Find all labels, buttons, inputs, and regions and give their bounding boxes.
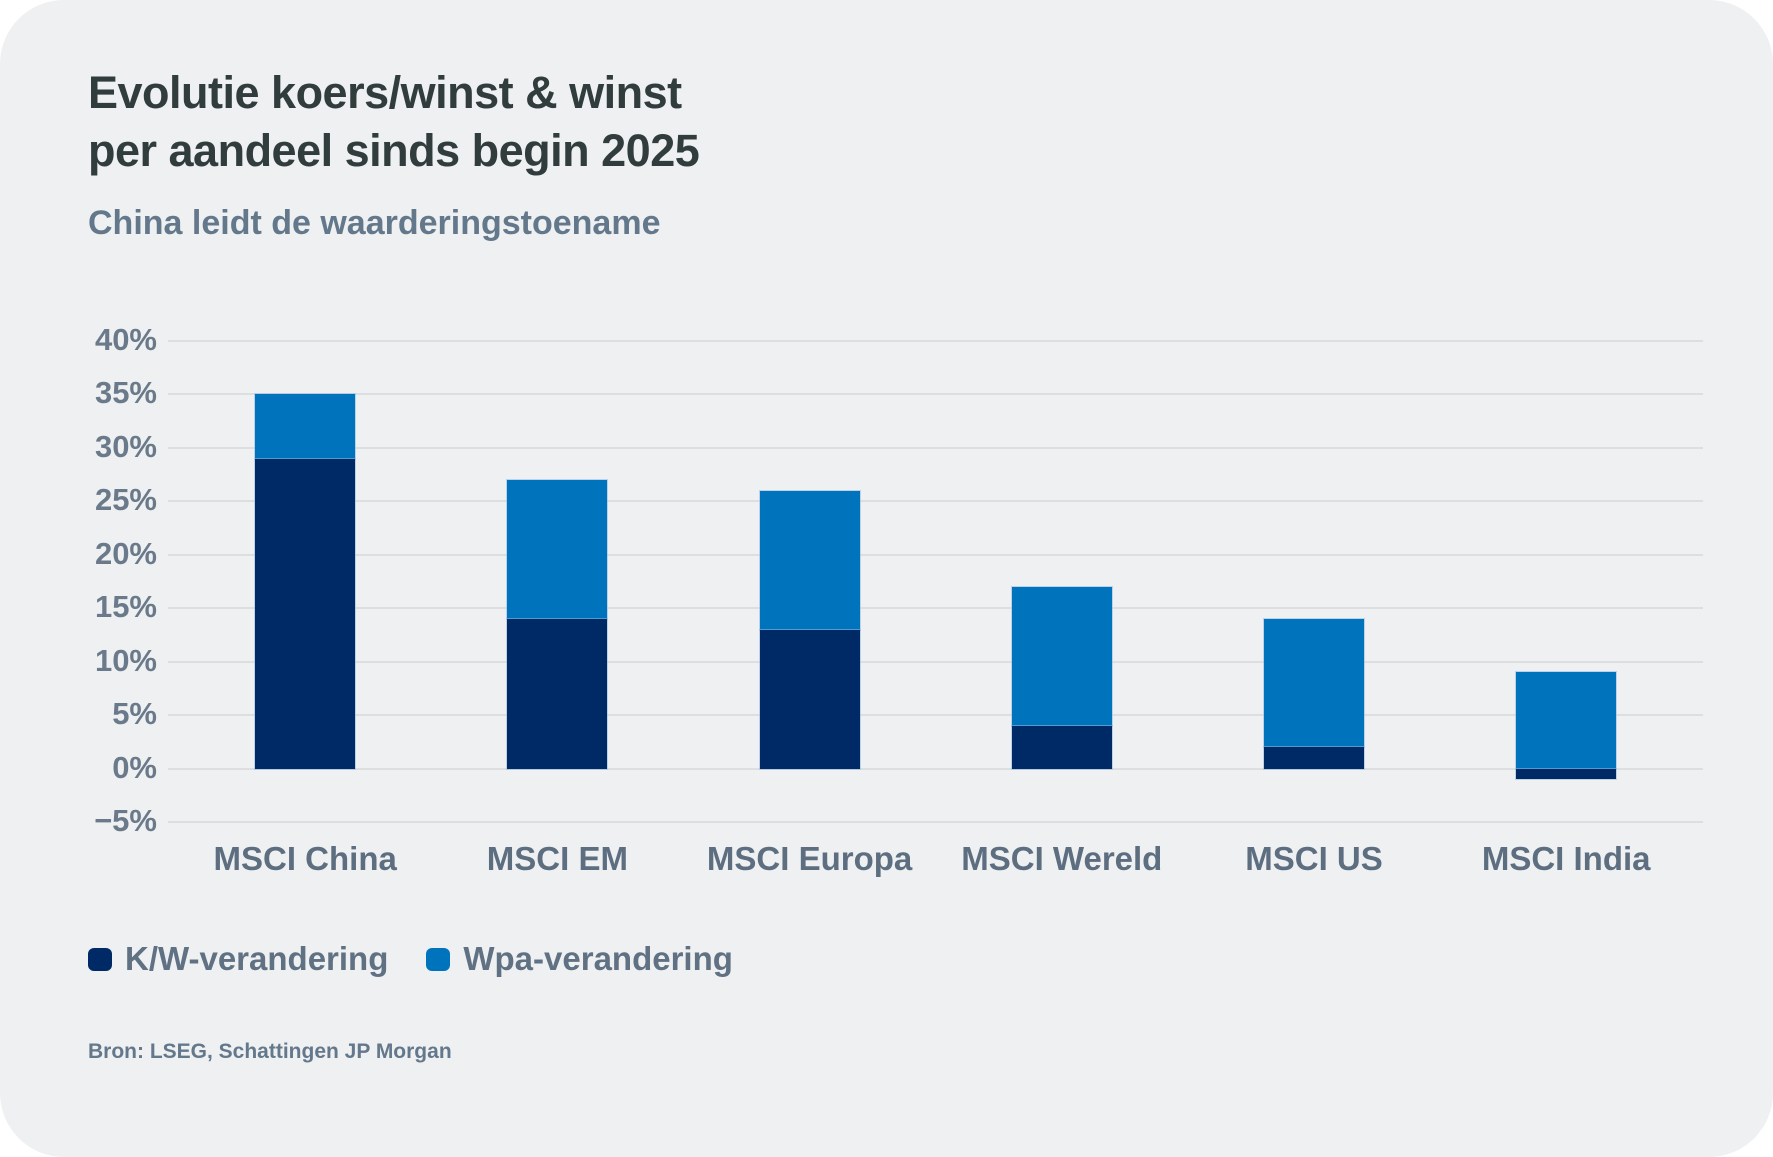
gridline--5: [168, 821, 1703, 823]
y-tick-label: 40%: [94, 322, 157, 357]
gridline-30: [168, 446, 1703, 449]
x-axis-label: MSCI Europa: [706, 840, 913, 877]
y-tick-label: 20%: [94, 535, 157, 571]
bar-segment-wpa: [1264, 618, 1364, 748]
bar-segment-wpa: [1011, 586, 1112, 726]
gridline-5: [168, 714, 1703, 717]
x-axis-label: MSCI India: [1481, 840, 1651, 877]
bar-segment-kw: [255, 458, 356, 769]
bar-segment-kw: [1264, 747, 1364, 769]
bar-segment-kw: [507, 618, 608, 769]
bar-segment-wpa: [255, 394, 356, 459]
y-tick-label: −5%: [94, 803, 157, 838]
bar-segment-kw: [759, 629, 860, 769]
bar-segment-kw: [1011, 725, 1112, 769]
legend-item: Wpa-verandering: [426, 940, 733, 978]
y-tick-label: 35%: [94, 375, 157, 411]
gridline-10: [168, 660, 1703, 663]
gridline-35: [168, 393, 1703, 396]
x-axis-label: MSCI EM: [486, 840, 628, 877]
bar-segment-wpa: [1516, 672, 1617, 769]
chart-title-line1: Evolutie koers/winst & winst: [88, 67, 682, 118]
x-axis-label: MSCI China: [213, 840, 397, 877]
legend-item: K/W-verandering: [88, 940, 388, 978]
gridline-15: [168, 607, 1703, 610]
y-tick-label: 25%: [94, 482, 157, 518]
x-axis-label: MSCI Wereld: [961, 840, 1163, 877]
legend-label: K/W-verandering: [125, 940, 389, 977]
bar-segment-kw: [1516, 768, 1617, 780]
y-tick-label: 10%: [94, 642, 157, 678]
y-tick-label: 30%: [94, 428, 157, 464]
legend: K/W-verandering Wpa-verandering: [88, 940, 733, 978]
gridline-0: [168, 767, 1703, 770]
y-tick-label: 5%: [112, 696, 157, 732]
chart-title: Evolutie koers/winst & winst per aandeel…: [88, 64, 700, 180]
y-tick-label: 15%: [94, 589, 157, 625]
gridline-40: [168, 340, 1703, 342]
y-tick-label: 0%: [112, 749, 157, 785]
source-note: Bron: LSEG, Schattingen JP Morgan: [88, 1040, 452, 1063]
x-axis-label: MSCI US: [1245, 840, 1383, 877]
bar-segment-wpa: [507, 479, 608, 619]
bar-segment-wpa: [759, 490, 860, 630]
legend-swatch-icon: [426, 947, 451, 971]
chart-subtitle: China leidt de waarderingstoename: [88, 204, 661, 242]
chart-title-line2: per aandeel sinds begin 2025: [88, 125, 700, 176]
legend-swatch-icon: [88, 947, 112, 971]
legend-label: Wpa-verandering: [463, 940, 733, 977]
gridline-25: [168, 500, 1703, 503]
gridline-20: [168, 553, 1703, 556]
